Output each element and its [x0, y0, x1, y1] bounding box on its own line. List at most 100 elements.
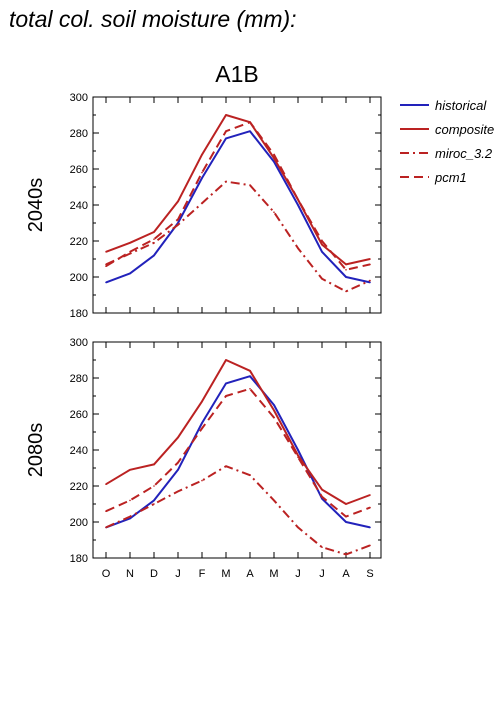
x-tick-label: D [150, 568, 158, 580]
data-point [129, 515, 131, 518]
data-point [321, 251, 323, 253]
series-line-pcm1 [105, 121, 371, 271]
data-point [225, 137, 227, 140]
data-point [225, 130, 227, 132]
data-point [273, 157, 275, 159]
data-point [225, 359, 227, 361]
series-line-composite [105, 359, 371, 505]
data-point [273, 499, 275, 502]
y-axis-label: 2040s [25, 178, 47, 233]
data-point [201, 422, 203, 424]
series-line-pcm1 [105, 387, 371, 518]
data-point [153, 499, 155, 502]
data-point [297, 247, 299, 249]
data-point [225, 465, 227, 468]
data-point [249, 184, 251, 186]
data-point [129, 252, 131, 255]
data-point [225, 382, 227, 385]
data-point [345, 503, 347, 505]
legend-label: historical [435, 98, 487, 113]
data-point [177, 224, 179, 226]
data-point [321, 546, 323, 548]
data-point [321, 496, 323, 498]
data-point [369, 506, 371, 509]
x-tick-label: M [269, 568, 278, 580]
data-point [273, 416, 275, 419]
data-point [129, 251, 131, 253]
data-point [225, 180, 227, 183]
data-point [273, 161, 275, 163]
series-line-historical [105, 375, 371, 529]
page-heading: total col. soil moisture (mm): [9, 6, 297, 32]
data-point [153, 463, 155, 466]
data-point [249, 474, 251, 477]
data-point [297, 204, 299, 206]
data-point [369, 258, 371, 260]
data-point [369, 281, 371, 284]
plot-frame-2 [92, 341, 382, 559]
data-point [153, 254, 155, 257]
x-tick-label: J [319, 568, 325, 580]
legend-label: pcm1 [434, 170, 467, 185]
y-tick-label: 180 [70, 308, 88, 320]
data-point [177, 200, 179, 203]
data-point [345, 521, 347, 523]
y-tick-label: 280 [70, 128, 88, 140]
data-point [369, 263, 371, 266]
data-point [249, 370, 251, 372]
data-point [201, 427, 203, 430]
y-tick-label: 300 [70, 92, 88, 104]
data-point [153, 485, 155, 487]
y-tick-label: 220 [70, 481, 88, 493]
y-tick-label: 280 [70, 373, 88, 385]
data-point [105, 251, 107, 253]
data-point [297, 456, 299, 459]
x-tick-label: A [246, 568, 254, 580]
data-point [345, 553, 347, 556]
data-point [201, 479, 203, 482]
data-point [129, 499, 131, 502]
data-point [177, 490, 179, 493]
data-point [321, 278, 323, 280]
data-point [249, 388, 251, 390]
y-tick-label: 260 [70, 164, 88, 176]
legend-label: miroc_3.2 [435, 146, 493, 161]
data-point [153, 503, 155, 505]
data-point [345, 290, 347, 293]
data-point [129, 272, 131, 275]
x-tick-label: A [342, 568, 350, 580]
y-tick-label: 200 [70, 517, 88, 529]
y-tick-label: 240 [70, 200, 88, 212]
y-tick-label: 300 [70, 337, 88, 349]
plot-frame-1 [92, 96, 382, 314]
data-point [297, 454, 299, 457]
data-point [177, 461, 179, 464]
data-point [153, 238, 155, 240]
data-point [105, 510, 107, 512]
data-point [369, 279, 371, 282]
data-point [201, 400, 203, 403]
y-tick-label: 180 [70, 553, 88, 565]
data-point [105, 526, 107, 529]
data-point [177, 469, 179, 471]
data-point [345, 276, 347, 278]
data-point [345, 263, 347, 266]
y-tick-label: 220 [70, 236, 88, 248]
data-point [177, 218, 179, 221]
data-point [369, 494, 371, 496]
y-axis-label: 2080s [25, 423, 47, 478]
series-line-historical [105, 130, 371, 284]
data-point [297, 449, 299, 451]
data-point [249, 375, 251, 378]
data-point [225, 114, 227, 116]
data-point [321, 488, 323, 491]
y-tick-label: 240 [70, 445, 88, 457]
data-point [201, 171, 203, 174]
data-point [129, 469, 131, 471]
data-point [249, 130, 251, 132]
data-point [225, 395, 227, 397]
data-point [273, 211, 275, 213]
data-point [153, 242, 155, 244]
x-tick-label: M [221, 568, 230, 580]
y-tick-label: 260 [70, 409, 88, 421]
